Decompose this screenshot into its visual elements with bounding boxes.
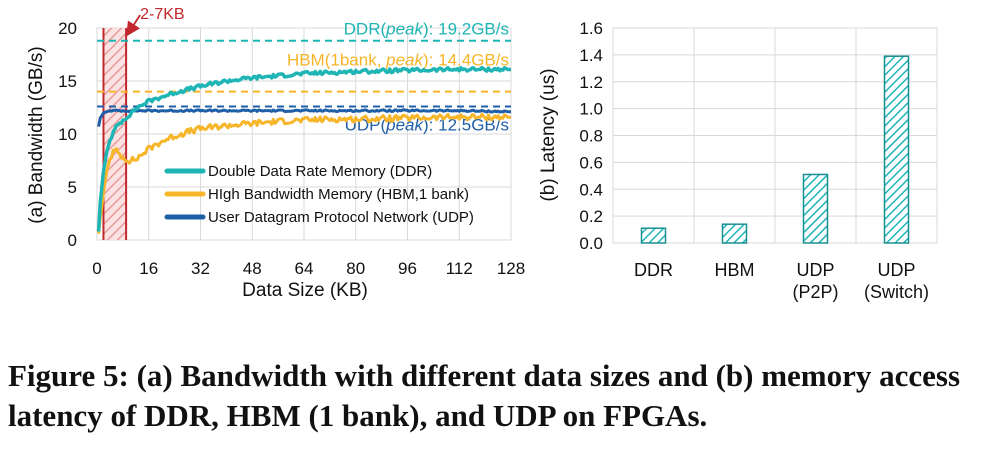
y-tick-label: 10: [58, 125, 77, 144]
latency-y-tick-label: 0.6: [579, 153, 603, 172]
latency-category-label: HBM: [715, 260, 755, 280]
udp-series-line: [97, 108, 512, 127]
figure-caption: Figure 5: (a) Bandwidth with different d…: [8, 358, 961, 433]
latency-y-tick-label: 0.0: [579, 234, 603, 253]
highlight-band: [103, 28, 127, 240]
x-tick-label: 96: [398, 259, 417, 278]
latency-category-label: UDP: [796, 260, 834, 280]
latency-y-tick-label: 1.0: [579, 100, 603, 119]
x-tick-label: 48: [243, 259, 262, 278]
latency-bar: [883, 55, 910, 244]
latency-category-label: (P2P): [792, 282, 838, 302]
x-tick-label: 16: [139, 259, 158, 278]
latency-y-tick-label: 0.2: [579, 207, 603, 226]
latency-y-tick-label: 1.4: [579, 46, 603, 65]
latency-category-label: (Switch): [864, 282, 929, 302]
x-tick-label: 64: [295, 259, 314, 278]
bandwidth-y-axis-label: (a) Bandwidth (GB/s): [26, 46, 47, 223]
legend-label-ddr: Double Data Rate Memory (DDR): [208, 163, 432, 180]
legend-label-hbm: HIgh Bandwidth Memory (HBM,1 bank): [208, 186, 469, 203]
legend-label-udp: User Datagram Protocol Network (UDP): [208, 209, 474, 226]
latency-y-tick-label: 1.6: [579, 19, 603, 38]
y-tick-label: 20: [58, 19, 77, 38]
latency-y-tick-label: 0.8: [579, 127, 603, 146]
x-tick-label: 0: [92, 259, 101, 278]
latency-bar: [721, 223, 748, 244]
figure-canvas: 2-7KB DDR(peak): 19.2GB/s HBM(1bank, peak…: [26, 6, 938, 302]
latency-bar: [802, 173, 829, 244]
ddr-series-line: [96, 65, 512, 232]
latency-y-tick-label: 1.2: [579, 73, 603, 92]
y-tick-label: 15: [58, 72, 77, 91]
latency-category-label: DDR: [634, 260, 673, 280]
hbm-series-line: [97, 112, 512, 234]
x-tick-label: 32: [191, 259, 210, 278]
latency-y-tick-label: 0.4: [579, 180, 603, 199]
bandwidth-x-axis-label: Data Size (KB): [242, 280, 368, 301]
latency-bar: [640, 227, 667, 244]
x-tick-label: 80: [346, 259, 365, 278]
annotation-arrow: [126, 14, 141, 37]
bandwidth-chart: 2-7KB DDR(peak): 19.2GB/s HBM(1bank, peak…: [26, 6, 525, 301]
y-tick-label: 5: [68, 178, 77, 197]
x-tick-label: 128: [497, 259, 525, 278]
latency-y-axis-label: (b) Latency (us): [538, 68, 559, 201]
annotation-label: 2-7KB: [140, 6, 184, 23]
y-tick-label: 0: [68, 231, 77, 250]
peak-label-hbm: HBM(1bank, peak): 14.4GB/s: [287, 51, 509, 70]
latency-category-label: UDP: [877, 260, 915, 280]
x-tick-label: 112: [446, 259, 473, 278]
peak-label-ddr: DDR(peak): 19.2GB/s: [344, 20, 509, 39]
